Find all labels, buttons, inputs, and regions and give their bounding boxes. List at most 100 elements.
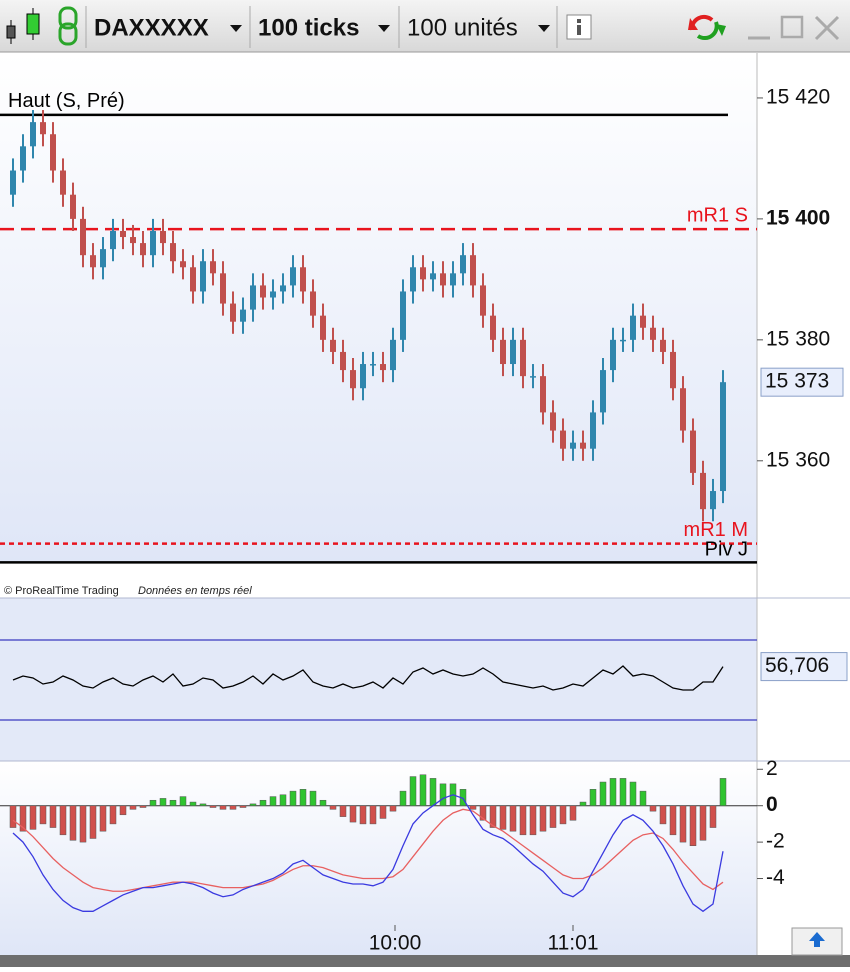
histogram-bar [119,805,127,816]
dropdown-arrow[interactable] [538,25,550,32]
dropdown-arrow[interactable] [230,25,242,32]
histogram-bar [639,790,647,806]
candle-body [90,255,96,268]
candle-body [300,267,306,292]
level-label: Haut (S, Pré) [8,90,125,112]
chart-type-icon[interactable] [6,8,40,44]
candle-body [500,339,506,365]
candle-body [560,430,566,449]
link-icon[interactable] [58,6,78,46]
credit-note: Données en temps réel [138,585,252,597]
candle-body [30,122,36,147]
last-value-label: 56,706 [765,654,829,677]
candle-body [170,243,176,262]
level-label: mR1 M [684,519,748,541]
candle-body [640,315,646,328]
histogram-bar [159,798,167,806]
candle-body [270,291,276,298]
histogram-bar [669,805,677,836]
candle-body [280,285,286,292]
symbol-selector[interactable]: DAXXXXX [94,14,209,41]
histogram-bar [569,805,577,821]
histogram-bar [439,783,447,806]
candle-body [710,491,716,510]
maximize-button[interactable] [780,15,804,39]
level-label: Piv J [705,539,748,561]
histogram-bar [689,805,697,847]
level-label: mR1 S [687,204,748,226]
candle-body [250,285,256,310]
candle-body [400,291,406,340]
last-price-label: 15 373 [765,370,829,393]
candle-body [420,267,426,280]
close-button[interactable] [814,15,840,41]
y-tick-label: 15 360 [766,448,830,471]
candle-body [440,273,446,286]
histogram-bar [79,805,87,843]
candle-body [480,285,486,316]
histogram-bar [49,805,57,828]
candle-body [660,339,666,352]
candle-body [680,388,686,431]
histogram-bar [699,805,707,841]
y-tick-label: -4 [766,866,785,889]
candle-body [200,261,206,292]
candle-body [20,146,26,171]
y-tick-label: 15 380 [766,327,830,350]
histogram-bar [99,805,107,832]
candle-body [180,261,186,268]
units-selector[interactable]: 100 unités [407,14,518,41]
histogram-bar [559,805,567,825]
y-tick-label: 2 [766,757,778,780]
histogram-bar [199,803,207,806]
histogram-bar [329,805,337,810]
info-button[interactable] [566,14,592,40]
candle-body [550,412,556,431]
histogram-bar [319,799,327,806]
credit: © ProRealTime Trading [4,585,119,597]
histogram-bar [139,805,147,808]
candle-body [460,255,466,274]
interval-selector[interactable]: 100 ticks [258,14,359,41]
candle-body [610,339,616,371]
candle-body [340,351,346,371]
candle-body [390,339,396,371]
candle-body [70,194,76,219]
histogram-bar [249,803,257,806]
histogram-bar [129,805,137,810]
histogram-bar [429,778,437,806]
price-panel [0,53,757,563]
signal-line [12,808,724,892]
candle-body [10,170,16,195]
candle-body [130,237,136,244]
candle-body [720,382,726,492]
sync-button[interactable] [688,14,726,40]
histogram-bar [279,794,287,806]
histogram-bar [269,796,277,806]
histogram-bar [39,805,47,825]
x-tick-label: 11:01 [548,932,599,955]
histogram-bar [209,805,217,808]
candle-body [110,230,116,250]
histogram-bar [709,805,717,828]
status-bar [0,955,850,967]
candle-body [510,339,516,365]
candle-body [190,267,196,292]
histogram-bar [469,805,477,810]
candle-body [530,376,536,378]
histogram-bar [9,805,17,828]
candle-body [700,472,706,510]
histogram-bar [89,805,97,839]
dropdown-arrow[interactable] [378,25,390,32]
histogram-bar [609,778,617,806]
scroll-button[interactable] [791,927,843,956]
candle-body [380,364,386,371]
histogram-bar [179,796,187,806]
candle-body [690,430,696,473]
candle-body [650,327,656,340]
histogram-bar [239,805,247,808]
candle-body [580,442,586,449]
histogram-bar [259,799,267,806]
candle-body [370,364,376,366]
